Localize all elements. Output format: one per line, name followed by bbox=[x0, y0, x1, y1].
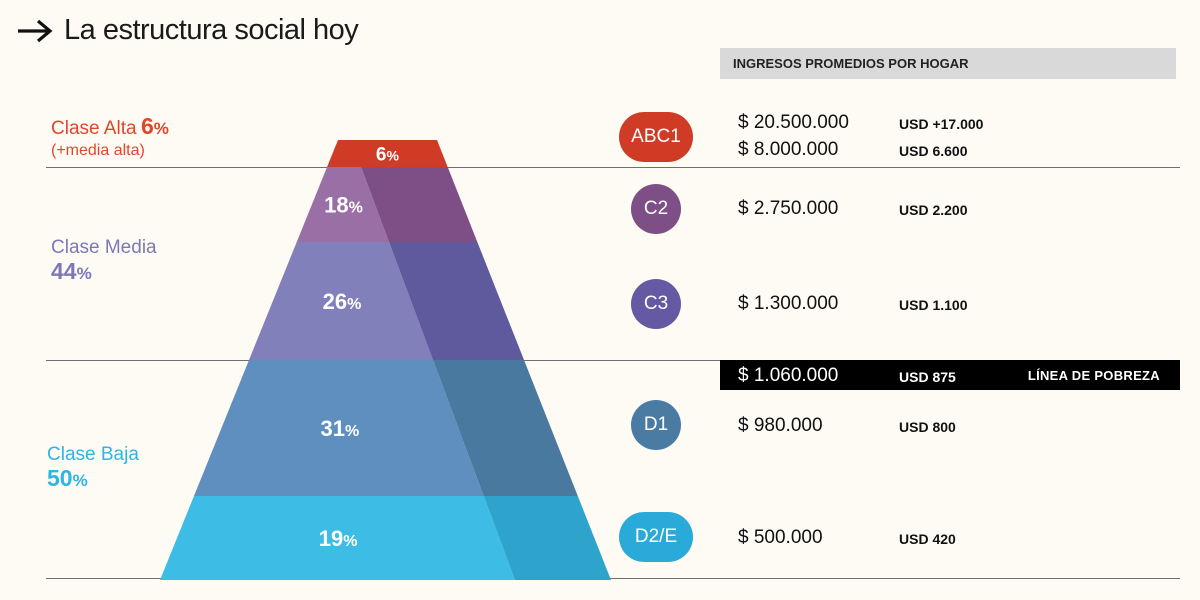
amount-c2: $ 2.750.000 bbox=[738, 198, 839, 219]
usd-d1: USD 800 bbox=[899, 419, 956, 435]
amount-abc1-low: $ 8.000.000 bbox=[738, 139, 839, 160]
amount-c3: $ 1.300.000 bbox=[738, 293, 839, 314]
pyramid-front-c2 bbox=[296, 167, 390, 242]
title-row: La estructura social hoy bbox=[16, 14, 359, 47]
class-baja-pct: 50% bbox=[47, 464, 88, 491]
class-alta-label: Clase Alta 6% (+media alta) bbox=[51, 113, 169, 159]
poverty-amount: $ 1.060.000 bbox=[738, 365, 839, 386]
pyramid-segment-abc1 bbox=[327, 140, 448, 167]
amount-d1: $ 980.000 bbox=[738, 415, 823, 436]
pyramid-label-c3: 26% bbox=[323, 289, 362, 314]
badge-d1: D1 bbox=[631, 400, 681, 450]
pyramid-label-d2e: 19% bbox=[319, 526, 358, 551]
badge-abc1: ABC1 bbox=[619, 112, 693, 162]
class-alta-pct: 6% bbox=[141, 113, 169, 139]
usd-d2e: USD 420 bbox=[899, 531, 956, 547]
pyramid-label-abc1: 6% bbox=[376, 145, 400, 166]
amount-d2e: $ 500.000 bbox=[738, 527, 823, 548]
class-media-name: Clase Media bbox=[51, 237, 157, 258]
arrow-right-icon bbox=[18, 19, 53, 42]
class-alta-sub: (+media alta) bbox=[51, 141, 145, 159]
pyramid-front-c3 bbox=[249, 242, 433, 360]
usd-c3: USD 1.100 bbox=[899, 297, 968, 313]
pyramid-label-d1: 31% bbox=[321, 416, 360, 441]
pyramid-side-c2 bbox=[361, 167, 478, 242]
class-baja-name: Clase Baja bbox=[47, 444, 139, 465]
class-baja-label: Clase Baja 50% bbox=[47, 444, 139, 491]
amount-abc1-high: $ 20.500.000 bbox=[738, 112, 849, 133]
pyramid-side-d1 bbox=[433, 360, 578, 496]
pyramid-label-c2: 18% bbox=[324, 193, 363, 218]
income-header: INGRESOS PROMEDIOS POR HOGAR bbox=[720, 48, 1176, 79]
page-title: La estructura social hoy bbox=[64, 14, 359, 46]
class-media-label: Clase Media 44% bbox=[51, 237, 157, 284]
class-media-pct: 44% bbox=[51, 257, 92, 284]
divider-alta-media bbox=[46, 167, 1180, 168]
poverty-line-bar: $ 1.060.000 USD 875 LÍNEA DE POBREZA bbox=[720, 360, 1180, 390]
poverty-usd: USD 875 bbox=[899, 369, 956, 385]
badge-c3: C3 bbox=[631, 279, 681, 329]
pyramid-side-d2e bbox=[483, 496, 611, 580]
divider-bottom bbox=[46, 578, 1180, 579]
usd-abc1-low: USD 6.600 bbox=[899, 143, 968, 159]
poverty-label: LÍNEA DE POBREZA bbox=[1027, 368, 1160, 383]
badge-d2e: D2/E bbox=[619, 512, 693, 562]
badge-c2: C2 bbox=[631, 184, 681, 234]
class-alta-name: Clase Alta bbox=[51, 118, 137, 139]
usd-c2: USD 2.200 bbox=[899, 202, 968, 218]
pyramid-side-c3 bbox=[389, 242, 524, 360]
usd-abc1-high: USD +17.000 bbox=[899, 116, 984, 132]
pyramid-front-d1 bbox=[193, 360, 484, 496]
pyramid-front-d2e bbox=[160, 496, 515, 580]
